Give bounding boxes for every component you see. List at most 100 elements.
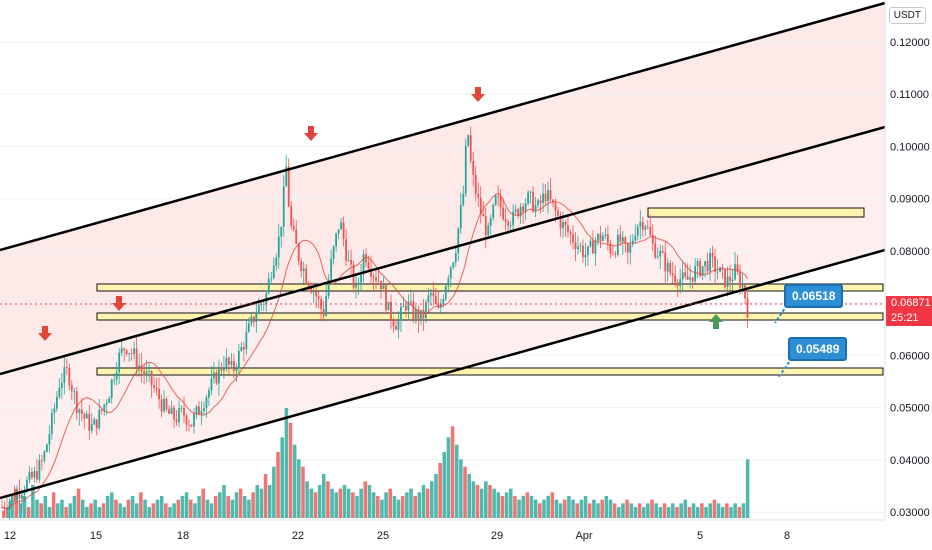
candle-body [532,191,534,212]
volume-bar [650,499,654,518]
y-tick-label: 0.12000 [890,37,930,49]
support-resistance-zones[interactable] [96,207,884,376]
candle-body [629,244,632,253]
candle-body [621,237,624,242]
candle-body [98,409,101,429]
channel-lines[interactable] [0,1,886,500]
volume-bar [359,488,363,518]
volume-bar [484,481,488,518]
candle-body [504,219,507,222]
volume-bar [330,488,334,518]
candle-body [173,407,175,420]
volume-bar [56,503,60,518]
x-tick-label: 29 [491,530,503,542]
volume-bar [612,503,617,518]
volume-bar [243,496,247,518]
volume-bar [22,496,27,518]
price-callout-lower[interactable]: 0.05489 [788,337,848,361]
volume-bar [492,488,496,518]
volume-bar [529,496,534,518]
candle-body [559,215,562,229]
volume-bar [64,507,68,518]
volume-bar [255,485,260,518]
candle-body [407,301,410,311]
candle-body [517,209,520,217]
candle-body [188,424,190,426]
y-tick-label: 0.08000 [890,246,930,258]
candle-body [452,262,455,268]
volume-bar [488,485,492,518]
price-callout-upper[interactable]: 0.06518 [784,284,844,308]
candle-body [203,408,205,412]
candle-body [232,361,235,371]
candle-body [437,303,440,308]
volume-bar [309,488,314,518]
candle-body [18,491,21,499]
candle-body [557,210,559,216]
volume-bar [105,496,110,518]
candle-body [731,279,734,282]
candle-body [65,367,68,368]
support-zone-1[interactable] [96,283,884,292]
volume-bar [745,459,750,518]
candle-body [115,372,118,380]
candle-body [70,385,73,392]
volume-bar [716,503,721,518]
candle-body [85,413,88,419]
volume-bar [259,488,264,518]
price-axis[interactable]: 0.120000.110000.100000.090000.080000.070… [890,37,930,519]
candle-body [143,371,146,376]
volume-bar [425,488,430,518]
candle-body [636,226,639,236]
callout-value: 0.05489 [796,342,840,356]
candle-body [355,284,357,288]
candle-body [272,265,275,279]
volume-bar [89,503,93,518]
volume-bar [139,492,143,518]
candle-body [724,268,726,288]
channel-middle-line[interactable] [0,125,886,376]
volume-bar [538,503,542,518]
candle-body [350,259,352,265]
candle-body [95,419,98,429]
volume-bar [517,499,521,518]
support-zone-2[interactable] [96,312,884,321]
candle-body [641,222,644,230]
volume-bar [596,503,600,518]
volume-bar [463,466,467,518]
resistance-zone-upper[interactable] [647,207,865,218]
candle-body [542,193,544,204]
candle-body [317,296,320,299]
candle-body [153,385,155,388]
candle-body [50,412,53,435]
volume-bar [700,503,704,518]
callout-value: 0.06518 [792,289,836,303]
candle-body [110,379,113,399]
candle-body [163,398,165,412]
candle-body [357,282,360,285]
candle-body [100,409,103,411]
candle-body [180,407,183,409]
volume-bar [205,499,210,518]
currency-label[interactable]: USDT [888,7,926,24]
volume-bar [51,492,56,518]
channel-lower-line[interactable] [0,248,886,500]
y-tick-label: 0.06000 [890,350,930,362]
candle-body [285,166,288,187]
candle-body [307,283,310,288]
candle-body [282,186,285,227]
time-axis[interactable]: 12 15 18 22 25 29 Apr 5 8 [4,530,790,542]
candle-body [432,292,435,296]
down-arrow-icon [38,326,52,341]
volume-bar [625,499,629,518]
volume-bar [193,503,197,518]
support-zone-3[interactable] [96,367,884,376]
candle-body [297,243,300,262]
candle-body [746,298,749,318]
volume-bar [617,507,621,518]
candle-body [457,228,460,254]
volume-bar [683,499,688,518]
channel-upper-line[interactable] [0,1,886,252]
volume-bar [687,507,692,518]
